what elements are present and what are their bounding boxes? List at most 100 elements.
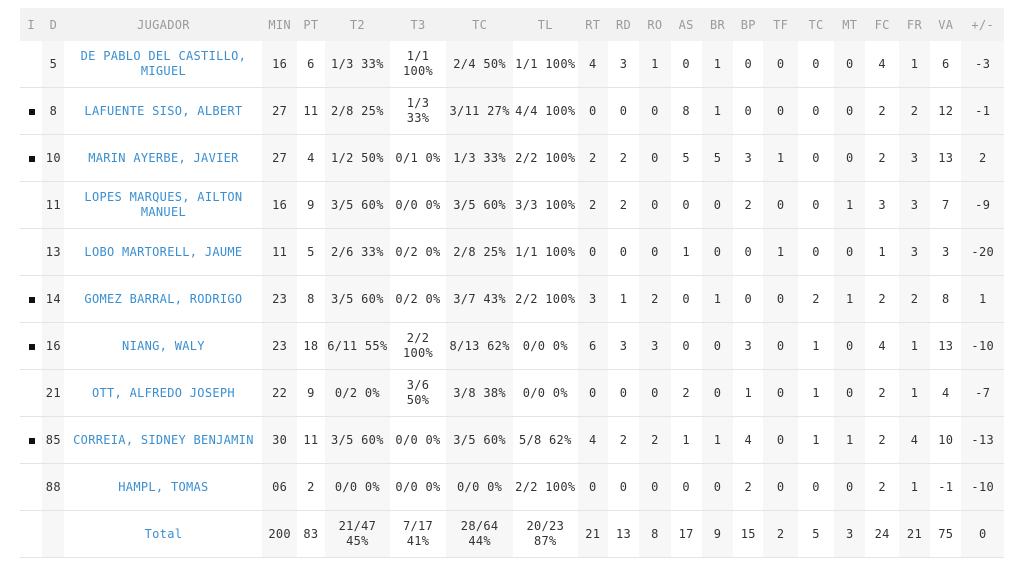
dorsal-cell: 5 <box>42 41 65 88</box>
starter-marker-icon <box>29 155 35 162</box>
player-name-link[interactable]: LOBO MARTORELL, JAUME <box>84 244 243 259</box>
col-header-fc: FC <box>865 8 899 41</box>
col-header-d: D <box>42 8 65 41</box>
total-plus-minus-cell: 0 <box>961 510 1004 558</box>
two-pointers-cell: 0/2 0% <box>325 369 390 417</box>
total-fouls-received-cell: 21 <box>898 510 931 558</box>
col-header-jugador: JUGADOR <box>64 8 263 41</box>
fouls-committed-cell: 1 <box>865 228 899 276</box>
blocks-received-cell: 0 <box>797 134 835 182</box>
valuation-cell: 7 <box>930 181 962 229</box>
total-rebounds-cell: 0 <box>577 228 608 276</box>
points-cell: 11 <box>296 416 326 464</box>
defensive-rebounds-cell: 0 <box>607 228 640 276</box>
field-goals-cell: 2/8 25% <box>446 228 513 276</box>
box-score-table: I D JUGADOR MIN PT T2 T3 TC TL RT RD RO … <box>20 8 1004 558</box>
total-rebounds-cell: 4 <box>577 416 608 464</box>
total-fouls-committed-cell: 24 <box>865 510 899 558</box>
defensive-rebounds-cell: 3 <box>607 322 640 370</box>
player-name-link[interactable]: NIANG, WALY <box>122 338 205 353</box>
turnovers-cell: 3 <box>733 322 764 370</box>
fouls-committed-cell: 2 <box>865 369 899 417</box>
fouls-received-cell: 2 <box>898 275 931 323</box>
player-name-cell: DE PABLO DEL CASTILLO, MIGUEL <box>64 41 263 88</box>
dorsal-cell: 13 <box>42 228 65 276</box>
total-rebounds-cell: 2 <box>577 134 608 182</box>
turnovers-cell: 4 <box>733 416 764 464</box>
player-name-link[interactable]: OTT, ALFREDO JOSEPH <box>91 385 235 400</box>
player-name-link[interactable]: DE PABLO DEL CASTILLO, MIGUEL <box>80 49 247 78</box>
plus-minus-cell: -20 <box>961 228 1004 276</box>
defensive-rebounds-cell: 1 <box>607 275 640 323</box>
starter-marker-icon <box>29 108 35 115</box>
minutes-cell: 11 <box>262 228 297 276</box>
defensive-rebounds-cell: 2 <box>607 181 640 229</box>
dunks-cell: 1 <box>834 275 866 323</box>
free-throws-cell: 4/4 100% <box>512 87 578 135</box>
fouls-committed-cell: 2 <box>865 134 899 182</box>
player-name-cell: MARIN AYERBE, JAVIER <box>64 134 263 182</box>
player-name-link[interactable]: LAFUENTE SISO, ALBERT <box>84 103 243 118</box>
three-pointers-cell: 0/0 0% <box>389 416 447 464</box>
turnovers-cell: 0 <box>733 87 764 135</box>
free-throws-cell: 5/8 62% <box>512 416 578 464</box>
field-goals-cell: 3/11 27% <box>446 87 513 135</box>
player-name-link[interactable]: MARIN AYERBE, JAVIER <box>88 150 239 165</box>
free-throws-cell: 2/2 100% <box>512 275 578 323</box>
fouls-received-cell: 1 <box>898 322 931 370</box>
total-three-pointers-cell: 7/17 41% <box>389 510 447 558</box>
box-score-body: 5 DE PABLO DEL CASTILLO, MIGUEL 16 6 1/3 33%… <box>20 41 1004 558</box>
steals-cell: 1 <box>701 416 734 464</box>
col-header-tf: TF <box>763 8 798 41</box>
player-name-link[interactable]: HAMPL, TOMAS <box>118 479 209 494</box>
total-rebounds-cell: 4 <box>577 41 608 88</box>
player-row: 5 DE PABLO DEL CASTILLO, MIGUEL 16 6 1/3 33%… <box>20 41 1004 88</box>
two-pointers-cell: 3/5 60% <box>325 275 390 323</box>
starter-marker-icon <box>29 437 35 444</box>
free-throws-cell: 2/2 100% <box>512 134 578 182</box>
minutes-cell: 06 <box>262 463 297 511</box>
player-row: 8 LAFUENTE SISO, ALBERT 27 11 2/8 25% 1/3 33%… <box>20 87 1004 135</box>
col-header-br: BR <box>701 8 734 41</box>
steals-cell: 0 <box>701 369 734 417</box>
blocks-received-cell: 1 <box>797 369 835 417</box>
fouls-committed-cell: 2 <box>865 87 899 135</box>
starter-marker-icon <box>29 296 35 303</box>
valuation-cell: 6 <box>930 41 962 88</box>
total-label: Total <box>64 510 263 558</box>
steals-cell: 1 <box>701 41 734 88</box>
total-rebounds-cell: 6 <box>577 322 608 370</box>
free-throws-cell: 0/0 0% <box>512 322 578 370</box>
dunks-cell: 0 <box>834 228 866 276</box>
total-field-goals-cell: 28/64 44% <box>446 510 513 558</box>
dunks-cell: 0 <box>834 41 866 88</box>
field-goals-cell: 3/7 43% <box>446 275 513 323</box>
col-header-pt: PT <box>296 8 326 41</box>
dunks-cell: 0 <box>834 322 866 370</box>
header-row: I D JUGADOR MIN PT T2 T3 TC TL RT RD RO … <box>20 8 1004 41</box>
plus-minus-cell: -7 <box>961 369 1004 417</box>
field-goals-cell: 3/5 60% <box>446 181 513 229</box>
defensive-rebounds-cell: 0 <box>607 87 640 135</box>
field-goals-cell: 3/8 38% <box>446 369 513 417</box>
field-goals-cell: 8/13 62% <box>446 322 513 370</box>
field-goals-cell: 2/4 50% <box>446 41 513 88</box>
col-header-tc-2: TC <box>797 8 835 41</box>
total-steals-cell: 9 <box>701 510 734 558</box>
turnovers-cell: 3 <box>733 134 764 182</box>
blocks-received-cell: 2 <box>797 275 835 323</box>
player-name-link[interactable]: LOPES MARQUES, AILTON MANUEL <box>84 190 243 219</box>
player-name-cell: LAFUENTE SISO, ALBERT <box>64 87 263 135</box>
steals-cell: 1 <box>701 87 734 135</box>
player-name-link[interactable]: GOMEZ BARRAL, RODRIGO <box>84 291 243 306</box>
minutes-cell: 23 <box>262 275 297 323</box>
defensive-rebounds-cell: 0 <box>607 463 640 511</box>
player-row: 10 MARIN AYERBE, JAVIER 27 4 1/2 50% 0/1 0% 1/… <box>20 134 1004 182</box>
plus-minus-cell: 1 <box>961 275 1004 323</box>
total-assists-cell: 17 <box>670 510 702 558</box>
player-name-link[interactable]: CORREIA, SIDNEY BENJAMIN <box>73 432 254 447</box>
total-starter-cell <box>20 510 43 558</box>
blocks-received-cell: 1 <box>797 416 835 464</box>
dorsal-cell: 16 <box>42 322 65 370</box>
dorsal-cell: 11 <box>42 181 65 229</box>
